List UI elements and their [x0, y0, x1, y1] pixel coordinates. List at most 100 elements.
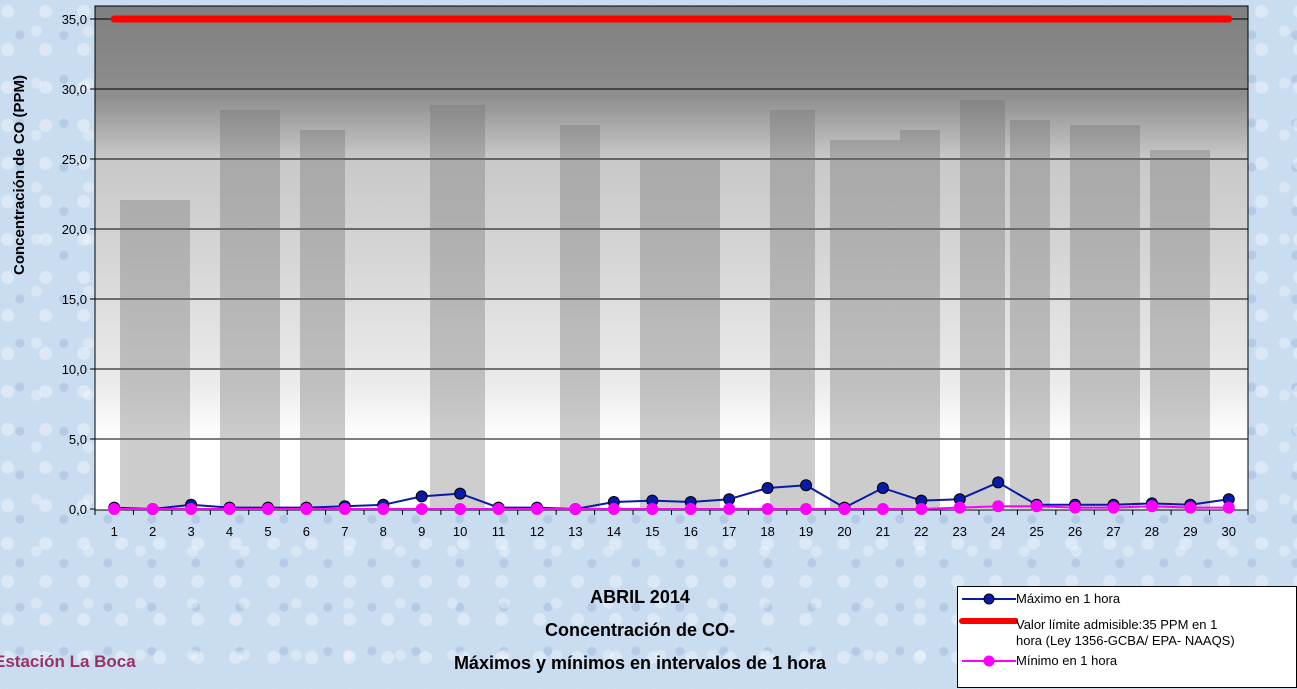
legend-marker-max: [962, 593, 1016, 605]
skyline-block-8: [830, 140, 920, 510]
skyline-block-6: [640, 160, 720, 510]
x-tick-label: 2: [149, 524, 156, 539]
y-tick-label: 10,0: [62, 362, 87, 377]
y-tick-label: 20,0: [62, 222, 87, 237]
station-label: Estación La Boca: [0, 652, 136, 671]
data-point-min: [1069, 501, 1082, 514]
data-point-max: [876, 482, 889, 494]
x-tick-label: 29: [1183, 524, 1197, 539]
skyline-block-3: [300, 130, 345, 510]
x-tick-label: 20: [837, 524, 851, 539]
data-point-min: [1184, 501, 1197, 514]
x-tick-label: 15: [645, 524, 659, 539]
y-tick-label: 0,0: [69, 502, 87, 517]
x-tick-label: 18: [760, 524, 774, 539]
data-point-min: [300, 503, 313, 515]
legend-label-min: Mínimo en 1 hora: [1016, 653, 1118, 668]
data-point-min: [492, 503, 505, 515]
chart-title-line-3: Máximos y mínimos en intervalos de 1 hor…: [453, 653, 827, 673]
series-line-min: [113, 505, 1230, 510]
data-point-min: [800, 503, 813, 515]
legend-label-max: Máximo en 1 hora: [1016, 591, 1121, 606]
data-point-min: [569, 503, 582, 515]
chart-title-line-1: ABRIL 2014: [590, 587, 690, 607]
skyline-block-9: [900, 130, 940, 510]
data-point-max: [415, 490, 428, 503]
skyline-block-7: [770, 110, 815, 510]
skyline-block-2: [220, 110, 280, 510]
x-tick-label: 10: [453, 524, 467, 539]
legend-marker-limit: [959, 618, 1018, 624]
legend: Máximo en 1 hora Valor límite admisible:…: [957, 586, 1297, 688]
data-point-max: [761, 482, 774, 494]
data-point-min: [876, 503, 889, 515]
data-point-min: [1222, 501, 1235, 514]
data-point-min: [454, 503, 467, 515]
data-point-min: [953, 501, 966, 514]
data-point-min: [261, 503, 274, 515]
data-point-min: [684, 503, 697, 515]
x-tick-label: 14: [607, 524, 621, 539]
x-tick-label: 21: [876, 524, 890, 539]
x-axis-ticks: 1 2 3 4 5 6 7 8 9 10 11 12 13 14 15 16 17 18 19 20 21 22 23 24 2…: [94, 510, 1249, 539]
x-tick-label: 27: [1106, 524, 1120, 539]
legend-marker-min: [962, 655, 1016, 667]
y-axis-ticks: 0,0 5,0 10,0 15,0 20,0 25,0 30,0 35,0: [62, 12, 95, 517]
y-tick-label: 30,0: [62, 82, 87, 97]
data-point-min: [185, 503, 198, 515]
x-tick-label: 4: [226, 524, 233, 539]
data-point-min: [223, 503, 236, 515]
series-layer: [108, 15, 1235, 515]
series-line-max: [113, 481, 1230, 510]
data-point-min: [992, 500, 1005, 513]
data-point-max: [992, 476, 1005, 489]
x-tick-label: 8: [380, 524, 387, 539]
x-tick-label: 28: [1145, 524, 1159, 539]
data-point-min: [1107, 501, 1120, 514]
data-point-max: [454, 487, 467, 500]
data-point-min: [607, 503, 620, 515]
x-tick-label: 26: [1068, 524, 1082, 539]
data-point-min: [915, 503, 928, 515]
background-skyline: [120, 100, 1210, 510]
y-tick-label: 5,0: [69, 432, 87, 447]
data-point-min: [1145, 500, 1158, 513]
skyline-block-10: [960, 100, 1005, 510]
data-point-min: [723, 503, 736, 515]
x-tick-label: 7: [341, 524, 348, 539]
x-tick-label: 5: [264, 524, 271, 539]
x-tick-label: 24: [991, 524, 1005, 539]
data-point-min: [415, 503, 428, 515]
data-point-min: [646, 503, 659, 515]
legend-label-limit-line-1: Valor límite admisible:35 PPM en 1: [1016, 617, 1218, 632]
x-tick-label: 11: [492, 524, 506, 539]
legend-label-limit-line-2: hora (Ley 1356-GCBA/ EPA- NAAQS): [1016, 633, 1235, 648]
x-tick-label: 13: [568, 524, 582, 539]
x-tick-label: 19: [799, 524, 813, 539]
x-tick-label: 16: [683, 524, 697, 539]
skyline-block-4: [430, 105, 485, 510]
x-tick-label: 6: [303, 524, 310, 539]
data-point-min: [108, 503, 121, 515]
skyline-block-13: [1150, 150, 1210, 510]
x-tick-label: 22: [914, 524, 928, 539]
y-tick-label: 15,0: [62, 292, 87, 307]
y-tick-label: 25,0: [62, 152, 87, 167]
data-point-min: [1030, 500, 1043, 513]
x-tick-label: 9: [418, 524, 425, 539]
x-tick-label: 23: [953, 524, 967, 539]
x-tick-label: 30: [1222, 524, 1236, 539]
x-tick-label: 3: [187, 524, 194, 539]
x-tick-label: 1: [111, 524, 118, 539]
data-point-min: [338, 503, 351, 515]
x-tick-label: 17: [722, 524, 736, 539]
skyline-block-11: [1010, 120, 1050, 510]
data-point-min: [838, 503, 851, 515]
data-point-max: [800, 479, 813, 492]
x-tick-label: 12: [530, 524, 544, 539]
plot-area: [94, 5, 1249, 511]
x-tick-label: 25: [1029, 524, 1043, 539]
data-point-min: [530, 503, 543, 515]
data-point-min: [146, 503, 159, 515]
